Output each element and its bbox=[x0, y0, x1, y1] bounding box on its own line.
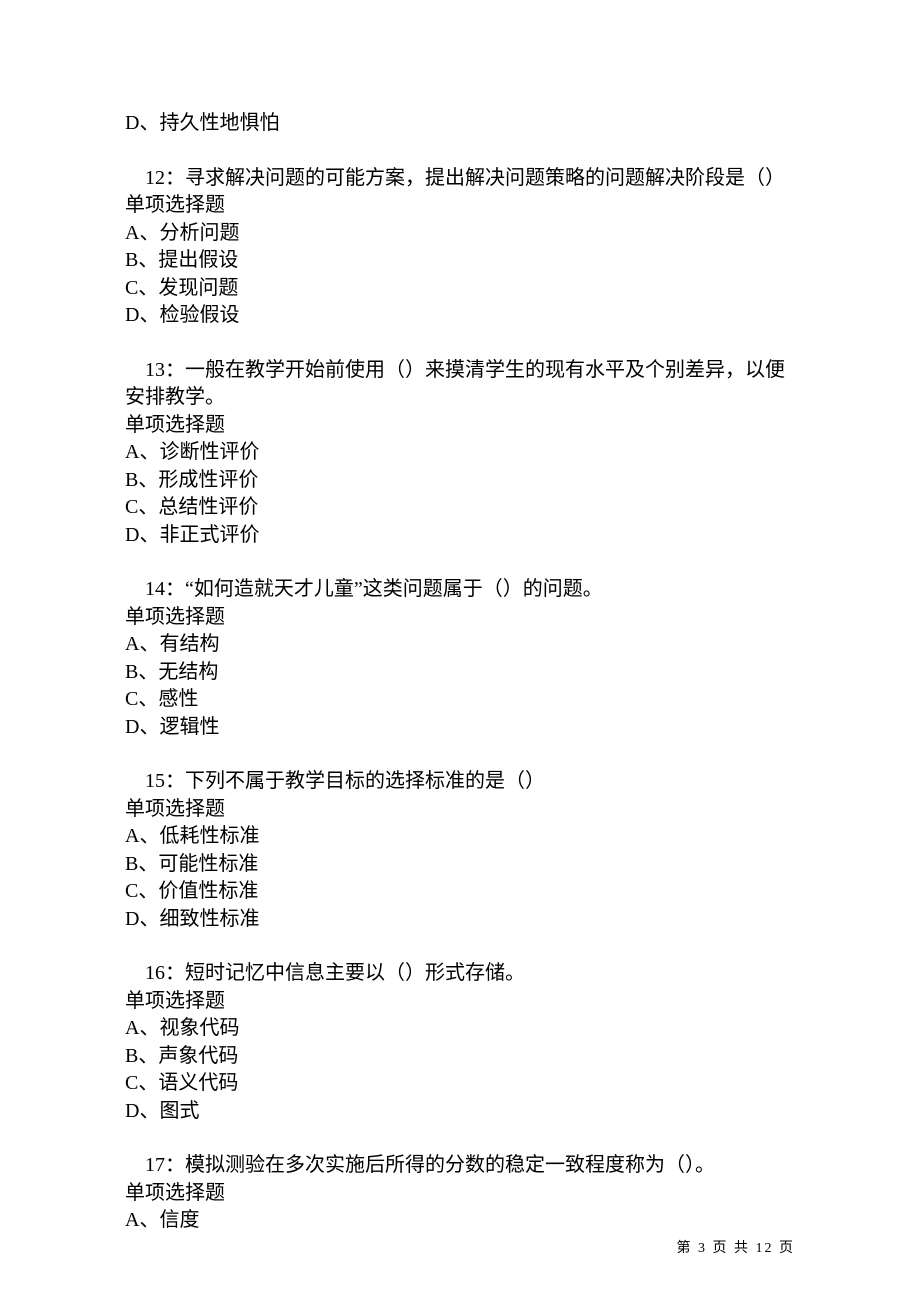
option-a: A、有结构 bbox=[125, 631, 795, 659]
option-a: A、诊断性评价 bbox=[125, 439, 795, 467]
option-c: C、感性 bbox=[125, 686, 795, 714]
question-14: 14：“如何造就天才儿童”这类问题属于（）的问题。 单项选择题 A、有结构 B、… bbox=[125, 576, 795, 741]
option-b: B、无结构 bbox=[125, 659, 795, 687]
page-footer: 第 3 页 共 12 页 bbox=[677, 1237, 796, 1257]
option-a: A、信度 bbox=[125, 1207, 795, 1235]
question-15: 15：下列不属于教学目标的选择标准的是（） 单项选择题 A、低耗性标准 B、可能… bbox=[125, 768, 795, 933]
option-b: B、可能性标准 bbox=[125, 851, 795, 879]
option-a: A、视象代码 bbox=[125, 1015, 795, 1043]
option-c: C、价值性标准 bbox=[125, 878, 795, 906]
orphan-option-line: D、持久性地惧怕 bbox=[125, 110, 795, 138]
option-a: A、分析问题 bbox=[125, 220, 795, 248]
option-d: D、逻辑性 bbox=[125, 714, 795, 742]
question-stem: 13：一般在教学开始前使用（）来摸清学生的现有水平及个别差异，以便安排教学。 bbox=[125, 357, 795, 412]
question-16: 16：短时记忆中信息主要以（）形式存储。 单项选择题 A、视象代码 B、声象代码… bbox=[125, 960, 795, 1125]
option-d: D、细致性标准 bbox=[125, 906, 795, 934]
option-d: D、图式 bbox=[125, 1098, 795, 1126]
option-b: B、形成性评价 bbox=[125, 467, 795, 495]
question-stem: 16：短时记忆中信息主要以（）形式存储。 bbox=[125, 960, 795, 988]
option-b: B、声象代码 bbox=[125, 1043, 795, 1071]
option-c: C、发现问题 bbox=[125, 275, 795, 303]
document-page: D、持久性地惧怕 12：寻求解决问题的可能方案，提出解决问题策略的问题解决阶段是… bbox=[0, 0, 920, 1302]
question-17: 17：模拟测验在多次实施后所得的分数的稳定一致程度称为（）。 单项选择题 A、信… bbox=[125, 1152, 795, 1235]
question-type: 单项选择题 bbox=[125, 192, 795, 220]
question-stem: 17：模拟测验在多次实施后所得的分数的稳定一致程度称为（）。 bbox=[125, 1152, 795, 1180]
option-b: B、提出假设 bbox=[125, 247, 795, 275]
question-type: 单项选择题 bbox=[125, 604, 795, 632]
question-type: 单项选择题 bbox=[125, 1180, 795, 1208]
question-type: 单项选择题 bbox=[125, 988, 795, 1016]
question-stem: 12：寻求解决问题的可能方案，提出解决问题策略的问题解决阶段是（） bbox=[125, 165, 795, 193]
option-c: C、总结性评价 bbox=[125, 494, 795, 522]
option-c: C、语义代码 bbox=[125, 1070, 795, 1098]
question-type: 单项选择题 bbox=[125, 412, 795, 440]
question-stem: 14：“如何造就天才儿童”这类问题属于（）的问题。 bbox=[125, 576, 795, 604]
option-d: D、非正式评价 bbox=[125, 522, 795, 550]
option-d: D、检验假设 bbox=[125, 302, 795, 330]
question-12: 12：寻求解决问题的可能方案，提出解决问题策略的问题解决阶段是（） 单项选择题 … bbox=[125, 165, 795, 330]
question-type: 单项选择题 bbox=[125, 796, 795, 824]
option-a: A、低耗性标准 bbox=[125, 823, 795, 851]
question-13: 13：一般在教学开始前使用（）来摸清学生的现有水平及个别差异，以便安排教学。 单… bbox=[125, 357, 795, 550]
question-stem: 15：下列不属于教学目标的选择标准的是（） bbox=[125, 768, 795, 796]
